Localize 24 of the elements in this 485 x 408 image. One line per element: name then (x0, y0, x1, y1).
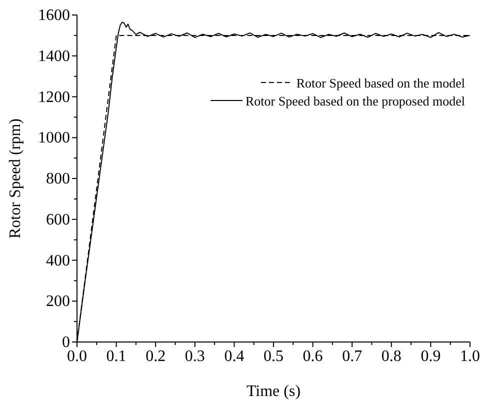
x-axis-title: Time (s) (246, 383, 301, 400)
legend-label: Rotor Speed based on the model (296, 75, 466, 90)
y-tick-label: 1400 (38, 48, 70, 65)
y-tick-label: 0 (62, 334, 70, 351)
y-tick-label: 600 (46, 211, 70, 228)
y-tick-label: 200 (46, 293, 70, 310)
y-tick-label: 400 (46, 252, 70, 270)
x-tick-label: 0.1 (106, 348, 126, 365)
x-tick-label: 0.0 (67, 348, 87, 365)
legend-label: Rotor Speed based on the proposed model (245, 93, 466, 108)
y-tick-label: 1600 (38, 7, 70, 24)
x-tick-label: 1.0 (460, 348, 480, 365)
x-tick-label: 0.9 (420, 348, 441, 365)
y-tick-label: 800 (46, 170, 70, 188)
x-tick-label: 0.8 (381, 348, 402, 365)
x-tick-label: 0.5 (264, 348, 284, 365)
y-tick-label: 1200 (38, 88, 70, 106)
x-tick-label: 0.6 (302, 348, 323, 365)
x-tick-label: 0.3 (184, 348, 205, 365)
y-tick-label: 1000 (38, 130, 70, 147)
x-tick-label: 0.2 (146, 348, 166, 365)
x-tick-label: 0.4 (224, 348, 244, 365)
y-axis-title: Rotor Speed (rpm) (7, 118, 24, 238)
x-tick-label: 0.7 (342, 348, 362, 365)
